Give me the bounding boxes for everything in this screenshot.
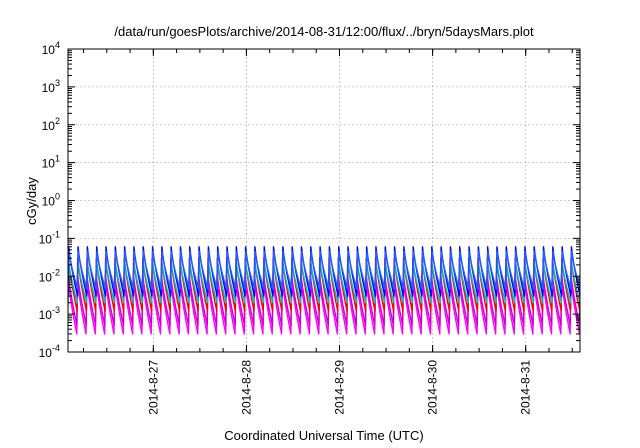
y-tick-label: 10-4 [39, 343, 60, 360]
x-tick-label: 2014-8-28 [239, 360, 253, 415]
y-tick-label: 102 [42, 116, 60, 133]
y-tick-label: 101 [42, 154, 60, 171]
x-axis: 2014-8-27 2014-8-28 2014-8-29 2014-8-30 2014… [83, 49, 573, 415]
series-line [68, 257, 580, 312]
x-axis-title: Coordinated Universal Time (UTC) [224, 428, 423, 443]
y-axis: 10-4 10-3 10-2 10-1 100 101 102 103 104 [39, 40, 580, 360]
y-tick-label: 10-1 [39, 229, 60, 246]
x-tick-label: 2014-8-31 [519, 360, 533, 415]
x-tick-label: 2014-8-27 [146, 360, 160, 415]
y-tick-label: 100 [42, 192, 60, 209]
y-axis-title: cGy/day [24, 177, 39, 225]
y-tick-label: 104 [42, 40, 60, 57]
chart-title: /data/run/goesPlots/archive/2014-08-31/1… [114, 24, 534, 39]
series-line [68, 272, 580, 327]
x-tick-label: 2014-8-29 [333, 360, 347, 415]
x-tick-label: 2014-8-30 [426, 360, 440, 415]
series-line [68, 260, 580, 304]
y-tick-label: 103 [42, 78, 60, 95]
y-tick-label: 10-3 [39, 305, 60, 322]
y-tick-label: 10-2 [39, 267, 60, 284]
plot-area [68, 246, 580, 335]
series-line [68, 250, 580, 291]
